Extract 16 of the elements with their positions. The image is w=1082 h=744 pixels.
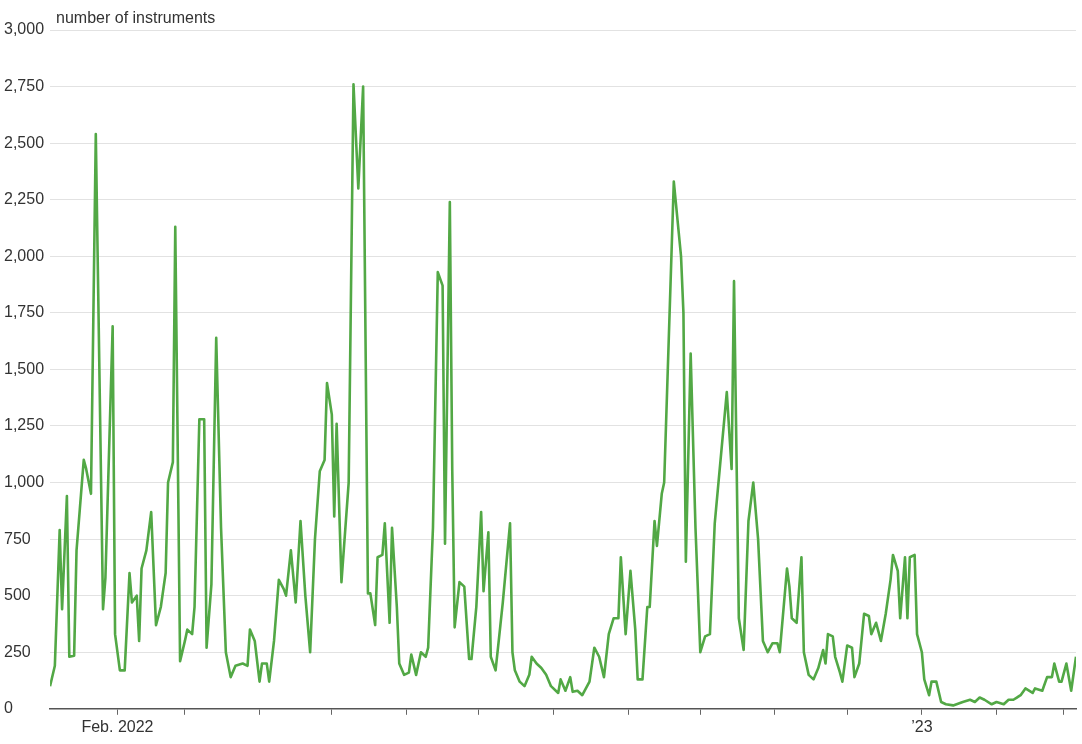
y-tick-label: 750 <box>4 529 31 547</box>
x-tick-label: Feb. 2022 <box>81 717 154 735</box>
y-tick-label: 1,500 <box>4 359 45 377</box>
y-tick-label: 1,250 <box>4 416 45 434</box>
y-tick-label: 250 <box>4 642 31 660</box>
y-tick-label: 2,000 <box>4 246 45 264</box>
y-tick-label: 2,750 <box>4 76 45 94</box>
y-tick-label: 1,000 <box>4 472 45 490</box>
y-tick-label: 500 <box>4 586 31 604</box>
x-tick-label: ’23 <box>911 717 933 735</box>
y-tick-label: 2,500 <box>4 133 45 151</box>
y-tick-label: 2,250 <box>4 190 45 208</box>
y-tick-label: 3,000 <box>4 20 45 38</box>
y-tick-label: 1,750 <box>4 303 45 321</box>
y-tick-label: 0 <box>4 699 13 717</box>
y-axis-title: number of instruments <box>56 9 216 27</box>
